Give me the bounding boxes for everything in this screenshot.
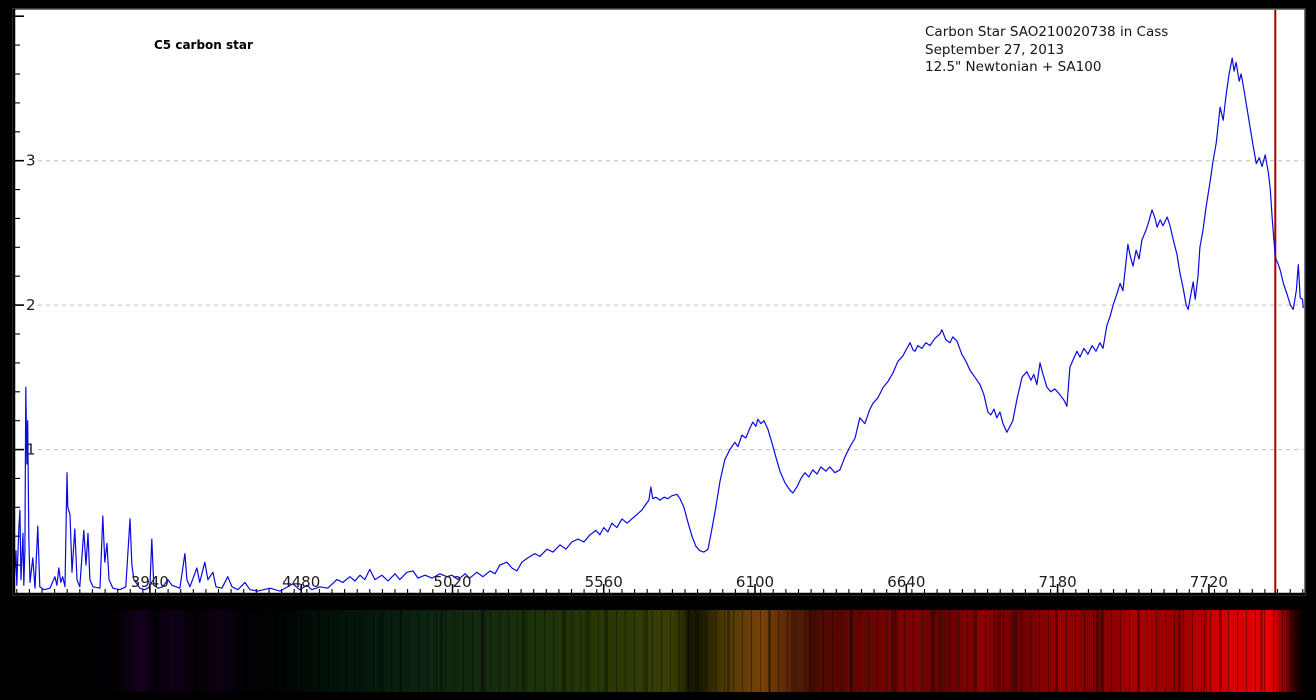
plot-title: C5 carbon star (154, 38, 253, 52)
y-tick-label-1: 1 (26, 441, 36, 459)
annotation-line-equipment: 12.5" Newtonian + SA100 (925, 59, 1102, 75)
y-tick-label-2: 2 (26, 296, 36, 314)
spectrum-curve (13, 57, 1304, 592)
x-tick-label-6100: 6100 (736, 573, 774, 591)
x-tick-label-3940: 3940 (131, 573, 169, 591)
spectrum-absorption-lines (13, 610, 1305, 692)
annotation-block: Carbon Star SAO210020738 in Cass Septemb… (925, 24, 1168, 77)
annotation-line-object: Carbon Star SAO210020738 in Cass (925, 24, 1169, 40)
x-tick-label-7180: 7180 (1039, 573, 1077, 591)
annotation-line-date: September 27, 2013 (925, 41, 1065, 58)
y-tick-label-3: 3 (26, 152, 36, 170)
x-tick-label-7720: 7720 (1190, 573, 1228, 591)
x-tick-label-5020: 5020 (433, 573, 471, 591)
x-tick-label-6640: 6640 (887, 573, 925, 591)
x-tick-label-5560: 5560 (585, 573, 623, 591)
x-tick-label-4480: 4480 (282, 573, 320, 591)
spectrum-strip-image (13, 610, 1305, 692)
plot-background (12, 8, 1306, 596)
